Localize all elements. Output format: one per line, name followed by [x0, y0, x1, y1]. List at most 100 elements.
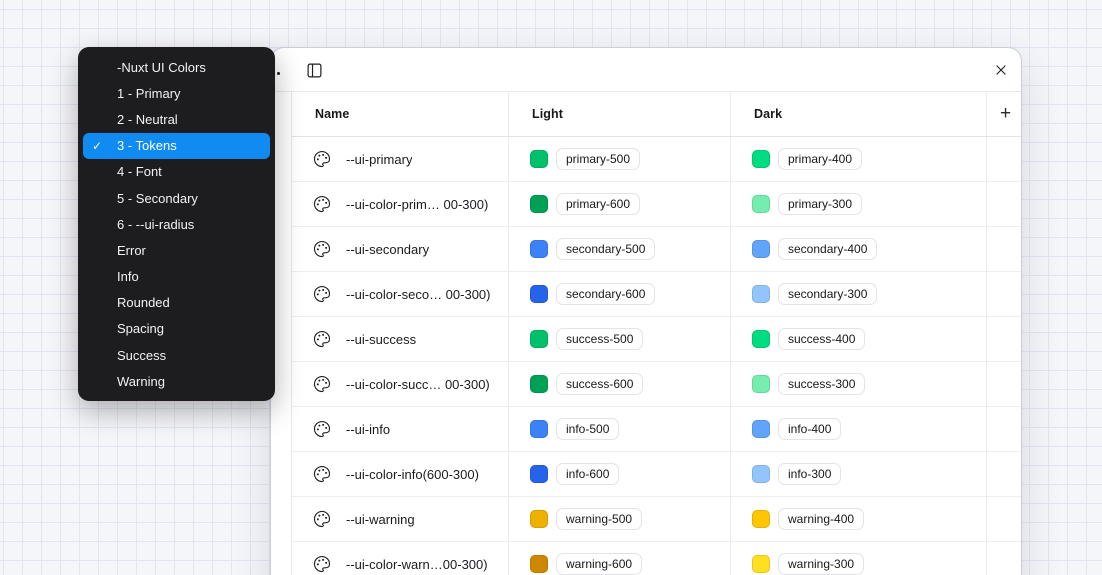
dark-color-swatch[interactable] [752, 330, 770, 348]
table-row[interactable]: --ui-secondary secondary-500 secondary-4… [292, 227, 1021, 272]
dark-color-swatch[interactable] [752, 555, 770, 573]
dark-value-cell[interactable]: info-300 [730, 452, 986, 496]
dark-value-cell[interactable]: info-400 [730, 407, 986, 451]
dark-color-swatch[interactable] [752, 510, 770, 528]
dark-value-cell[interactable]: primary-300 [730, 182, 986, 226]
light-color-swatch[interactable] [530, 420, 548, 438]
dark-value-badge[interactable]: secondary-400 [778, 238, 878, 260]
variable-name-cell[interactable]: --ui-warning [292, 497, 508, 541]
row-extra-cell [986, 542, 1021, 575]
light-value-cell[interactable]: info-600 [508, 452, 730, 496]
light-value-cell[interactable]: primary-500 [508, 137, 730, 181]
menu-item[interactable]: Warning [83, 368, 270, 394]
light-value-cell[interactable]: primary-600 [508, 182, 730, 226]
dark-value-badge[interactable]: primary-400 [778, 148, 863, 170]
dark-value-badge[interactable]: success-400 [778, 328, 866, 350]
light-value-badge[interactable]: success-600 [556, 373, 644, 395]
table-row[interactable]: --ui-color-prim… 00-300) primary-600 pri… [292, 182, 1021, 227]
dark-color-swatch[interactable] [752, 420, 770, 438]
menu-item[interactable]: Success [83, 342, 270, 368]
dark-color-swatch[interactable] [752, 150, 770, 168]
dark-value-badge[interactable]: info-300 [778, 463, 842, 485]
dark-color-swatch[interactable] [752, 465, 770, 483]
variable-name-cell[interactable]: --ui-secondary [292, 227, 508, 271]
table-row[interactable]: --ui-warning warning-500 warning-400 [292, 497, 1021, 542]
menu-item[interactable]: 5 - Secondary [83, 185, 270, 211]
light-value-cell[interactable]: secondary-600 [508, 272, 730, 316]
light-value-cell[interactable]: warning-600 [508, 542, 730, 575]
variable-name-cell[interactable]: --ui-color-warn…00-300) [292, 542, 508, 575]
light-value-badge[interactable]: secondary-600 [556, 283, 656, 305]
variable-name-cell[interactable]: --ui-primary [292, 137, 508, 181]
dark-value-cell[interactable]: primary-400 [730, 137, 986, 181]
dark-color-swatch[interactable] [752, 240, 770, 258]
menu-item[interactable]: 1 - Primary [83, 80, 270, 106]
light-value-cell[interactable]: success-600 [508, 362, 730, 406]
light-value-badge[interactable]: secondary-500 [556, 238, 656, 260]
light-color-swatch[interactable] [530, 285, 548, 303]
light-value-badge[interactable]: success-500 [556, 328, 644, 350]
light-color-swatch[interactable] [530, 465, 548, 483]
row-extra-cell [986, 227, 1021, 271]
light-value-cell[interactable]: secondary-500 [508, 227, 730, 271]
light-value-badge[interactable]: warning-500 [556, 508, 643, 530]
sidebar-toggle-button[interactable] [302, 58, 326, 82]
light-value-badge[interactable]: warning-600 [556, 553, 643, 575]
dark-value-cell[interactable]: warning-300 [730, 542, 986, 575]
dark-value-badge[interactable]: success-300 [778, 373, 866, 395]
dark-color-swatch[interactable] [752, 195, 770, 213]
menu-item[interactable]: ✓ 3 - Tokens [83, 132, 270, 159]
menu-item[interactable]: 6 - --ui-radius [83, 211, 270, 237]
light-color-swatch[interactable] [530, 150, 548, 168]
light-value-badge[interactable]: primary-500 [556, 148, 641, 170]
light-color-swatch[interactable] [530, 375, 548, 393]
menu-item[interactable]: 2 - Neutral [83, 106, 270, 132]
menu-item[interactable]: Info [83, 264, 270, 290]
light-value-badge[interactable]: primary-600 [556, 193, 641, 215]
variable-name-cell[interactable]: --ui-color-seco… 00-300) [292, 272, 508, 316]
table-row[interactable]: --ui-color-seco… 00-300) secondary-600 s… [292, 272, 1021, 317]
table-row[interactable]: --ui-color-succ… 00-300) success-600 suc… [292, 362, 1021, 407]
palette-icon [313, 330, 331, 348]
table-row[interactable]: --ui-success success-500 success-400 [292, 317, 1021, 362]
light-color-swatch[interactable] [530, 240, 548, 258]
variable-name-cell[interactable]: --ui-color-succ… 00-300) [292, 362, 508, 406]
add-mode-button[interactable]: + [987, 92, 1021, 136]
variable-name-cell[interactable]: --ui-success [292, 317, 508, 361]
table-row[interactable]: --ui-info info-500 info-400 [292, 407, 1021, 452]
variable-name-cell[interactable]: --ui-color-prim… 00-300) [292, 182, 508, 226]
menu-item[interactable]: Rounded [83, 290, 270, 316]
menu-item[interactable]: 4 - Font [83, 159, 270, 185]
dark-value-badge[interactable]: info-400 [778, 418, 842, 440]
dark-value-badge[interactable]: warning-300 [778, 553, 865, 575]
light-color-swatch[interactable] [530, 330, 548, 348]
light-value-cell[interactable]: info-500 [508, 407, 730, 451]
menu-item[interactable]: Error [83, 237, 270, 263]
dark-color-swatch[interactable] [752, 285, 770, 303]
menu-item[interactable]: -Nuxt UI Colors [83, 54, 270, 80]
light-color-swatch[interactable] [530, 510, 548, 528]
dark-value-cell[interactable]: success-400 [730, 317, 986, 361]
light-color-swatch[interactable] [530, 555, 548, 573]
light-value-badge[interactable]: info-600 [556, 463, 620, 485]
dark-value-cell[interactable]: warning-400 [730, 497, 986, 541]
dark-value-badge[interactable]: secondary-300 [778, 283, 878, 305]
menu-item[interactable]: Spacing [83, 316, 270, 342]
light-value-badge[interactable]: info-500 [556, 418, 620, 440]
table-row[interactable]: --ui-primary primary-500 primary-400 [292, 137, 1021, 182]
dark-value-cell[interactable]: secondary-300 [730, 272, 986, 316]
table-header-row: Name Light Dark + [292, 92, 1021, 137]
dark-value-badge[interactable]: warning-400 [778, 508, 865, 530]
close-button[interactable] [989, 58, 1013, 82]
light-color-swatch[interactable] [530, 195, 548, 213]
light-value-cell[interactable]: success-500 [508, 317, 730, 361]
dark-value-cell[interactable]: success-300 [730, 362, 986, 406]
variable-name-cell[interactable]: --ui-info [292, 407, 508, 451]
dark-value-badge[interactable]: primary-300 [778, 193, 863, 215]
table-row[interactable]: --ui-color-warn…00-300) warning-600 warn… [292, 542, 1021, 575]
dark-value-cell[interactable]: secondary-400 [730, 227, 986, 271]
variable-name-cell[interactable]: --ui-color-info(600-300) [292, 452, 508, 496]
dark-color-swatch[interactable] [752, 375, 770, 393]
table-row[interactable]: --ui-color-info(600-300) info-600 info-3… [292, 452, 1021, 497]
light-value-cell[interactable]: warning-500 [508, 497, 730, 541]
